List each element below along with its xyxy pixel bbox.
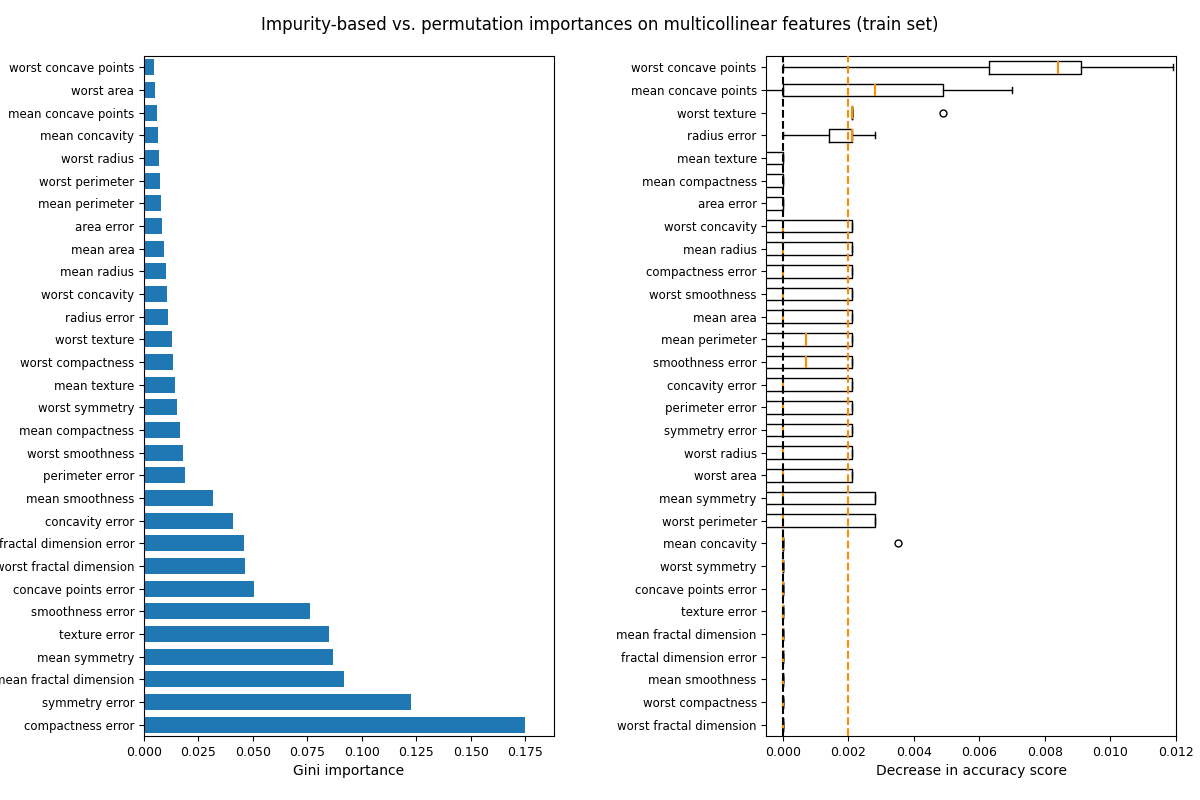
Bar <box>144 263 166 279</box>
Bar <box>144 218 162 234</box>
Bar <box>144 671 343 687</box>
Bar <box>144 490 214 506</box>
Bar <box>144 558 245 574</box>
Bar <box>144 59 154 75</box>
Text: Impurity-based vs. permutation importances on multicollinear features (train set: Impurity-based vs. permutation importanc… <box>262 16 938 34</box>
X-axis label: Decrease in accuracy score: Decrease in accuracy score <box>876 764 1067 778</box>
Bar <box>144 241 164 257</box>
Bar <box>144 195 161 211</box>
Bar <box>144 467 185 483</box>
Bar <box>144 717 524 733</box>
Bar <box>144 399 176 415</box>
Bar <box>144 331 172 347</box>
Bar <box>144 309 168 325</box>
Bar <box>144 82 155 98</box>
X-axis label: Gini importance: Gini importance <box>293 764 404 778</box>
Bar <box>144 649 332 665</box>
Bar <box>144 513 233 529</box>
Bar <box>144 603 310 619</box>
Bar <box>144 535 244 551</box>
Bar <box>144 422 180 438</box>
Bar <box>144 581 254 597</box>
Bar <box>144 286 167 302</box>
Bar <box>144 127 158 143</box>
Bar <box>144 377 175 393</box>
Bar <box>144 105 157 121</box>
Bar <box>144 694 410 710</box>
Bar <box>144 354 174 370</box>
Bar <box>144 150 160 166</box>
Bar <box>144 445 182 461</box>
Bar <box>144 173 161 189</box>
Bar <box>144 626 329 642</box>
